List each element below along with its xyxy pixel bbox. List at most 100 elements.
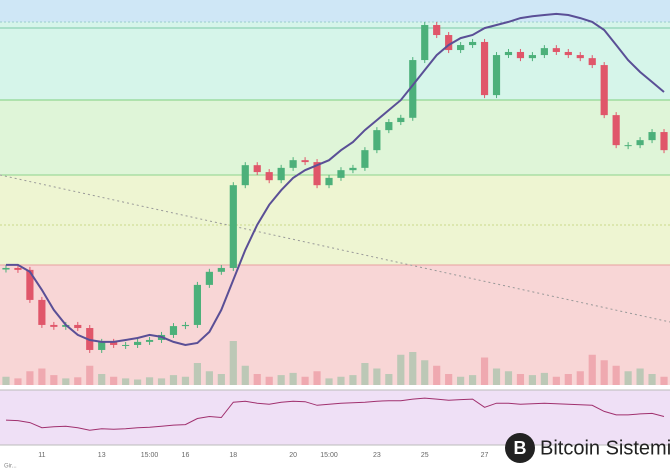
- footnote: Gir...: [4, 464, 17, 470]
- candle: [74, 324, 82, 329]
- volume-bar: [205, 371, 213, 385]
- volume-bar: [241, 365, 249, 385]
- x-tick-label: 25: [421, 452, 429, 459]
- volume-bar: [504, 371, 513, 385]
- candle: [289, 160, 297, 168]
- volume-bar: [181, 376, 190, 385]
- volume-bar: [588, 354, 596, 385]
- volume-bar: [636, 368, 644, 385]
- watermark: B Bitcoin Sistemi: [505, 433, 670, 463]
- candle: [50, 324, 58, 327]
- volume-bar: [301, 376, 309, 385]
- candle: [38, 299, 46, 325]
- candle: [205, 271, 213, 285]
- zone: [0, 265, 670, 385]
- candle: [325, 177, 333, 186]
- volume-bar: [457, 376, 465, 385]
- volume-bar: [397, 354, 405, 385]
- volume-bar: [145, 377, 154, 385]
- volume-bar: [433, 365, 441, 385]
- candle: [397, 117, 405, 123]
- volume-bar: [624, 371, 632, 385]
- volume-bar: [157, 378, 166, 385]
- volume-bar: [421, 360, 429, 385]
- volume-bar: [86, 365, 94, 385]
- candle: [14, 267, 22, 270]
- volume-bar: [660, 376, 668, 385]
- candle: [600, 65, 608, 116]
- volume-bar: [648, 374, 656, 385]
- x-tick-label: 18: [229, 452, 237, 459]
- candle: [385, 122, 393, 131]
- x-tick-label: 16: [182, 452, 190, 459]
- volume-bar: [492, 368, 501, 385]
- candle: [624, 145, 632, 147]
- logo: [505, 433, 535, 463]
- candle: [301, 160, 309, 163]
- indicator-panel: [0, 390, 670, 445]
- candle: [337, 170, 345, 178]
- volume-bar: [480, 357, 489, 385]
- volume-bar: [50, 375, 58, 385]
- x-tick-label: 20: [289, 452, 297, 459]
- volume-bar: [385, 374, 393, 385]
- volume-bar: [62, 378, 70, 385]
- volume-bar: [313, 371, 321, 385]
- trend-line: [0, 174, 670, 323]
- volume-bar: [409, 352, 417, 385]
- candle: [528, 55, 536, 59]
- candle: [313, 162, 321, 186]
- volume-bar: [110, 376, 118, 385]
- volume-bar: [253, 374, 261, 385]
- candle: [433, 25, 441, 36]
- volume-bar: [134, 379, 142, 385]
- candle: [648, 132, 656, 141]
- candle: [576, 55, 584, 59]
- volume-bar: [325, 378, 333, 385]
- x-tick-label: 15:00: [320, 452, 338, 459]
- x-tick-label: 15:00: [141, 452, 159, 459]
- volume-bar: [349, 375, 357, 385]
- volume-bar: [289, 372, 297, 385]
- candle: [122, 344, 130, 346]
- candle: [445, 35, 453, 51]
- candle: [552, 48, 560, 52]
- candle: [265, 172, 273, 181]
- candle: [2, 267, 10, 270]
- x-tick-label: 11: [38, 452, 45, 459]
- volume-bar: [26, 371, 34, 385]
- volume-bar: [122, 378, 130, 385]
- candle: [229, 185, 237, 268]
- candle: [110, 341, 118, 345]
- watermark-text: Bitcoin Sistemi: [540, 437, 670, 459]
- marks: 11 13 15:00 16 18 20 15:00 23 25 27: [2, 12, 668, 459]
- volume-bar: [337, 376, 345, 385]
- moving-average: [6, 12, 665, 347]
- zone: [0, 22, 670, 100]
- volume-bar: [217, 374, 225, 385]
- candle: [492, 55, 501, 96]
- candle: [217, 267, 225, 272]
- candle: [241, 165, 249, 186]
- candle: [181, 324, 190, 327]
- volume-bar: [361, 363, 369, 385]
- candle: [361, 150, 369, 168]
- candle: [253, 165, 261, 173]
- candle: [169, 326, 178, 335]
- volume-bar: [229, 341, 237, 385]
- volume-bar: [540, 372, 548, 385]
- logo-glyph: B: [514, 438, 527, 458]
- volume-bar: [576, 371, 584, 385]
- volume-bar: [469, 375, 477, 385]
- x-tick-label: 23: [373, 452, 381, 459]
- candle: [469, 41, 477, 46]
- candle: [277, 167, 285, 181]
- volume-bar: [74, 377, 82, 385]
- volume-bar: [552, 376, 560, 385]
- candle: [134, 341, 142, 345]
- candle: [349, 167, 357, 171]
- x-tick-label: 13: [98, 452, 106, 459]
- volume-bar: [564, 374, 572, 385]
- candle: [612, 115, 620, 146]
- volume-bar: [528, 375, 536, 385]
